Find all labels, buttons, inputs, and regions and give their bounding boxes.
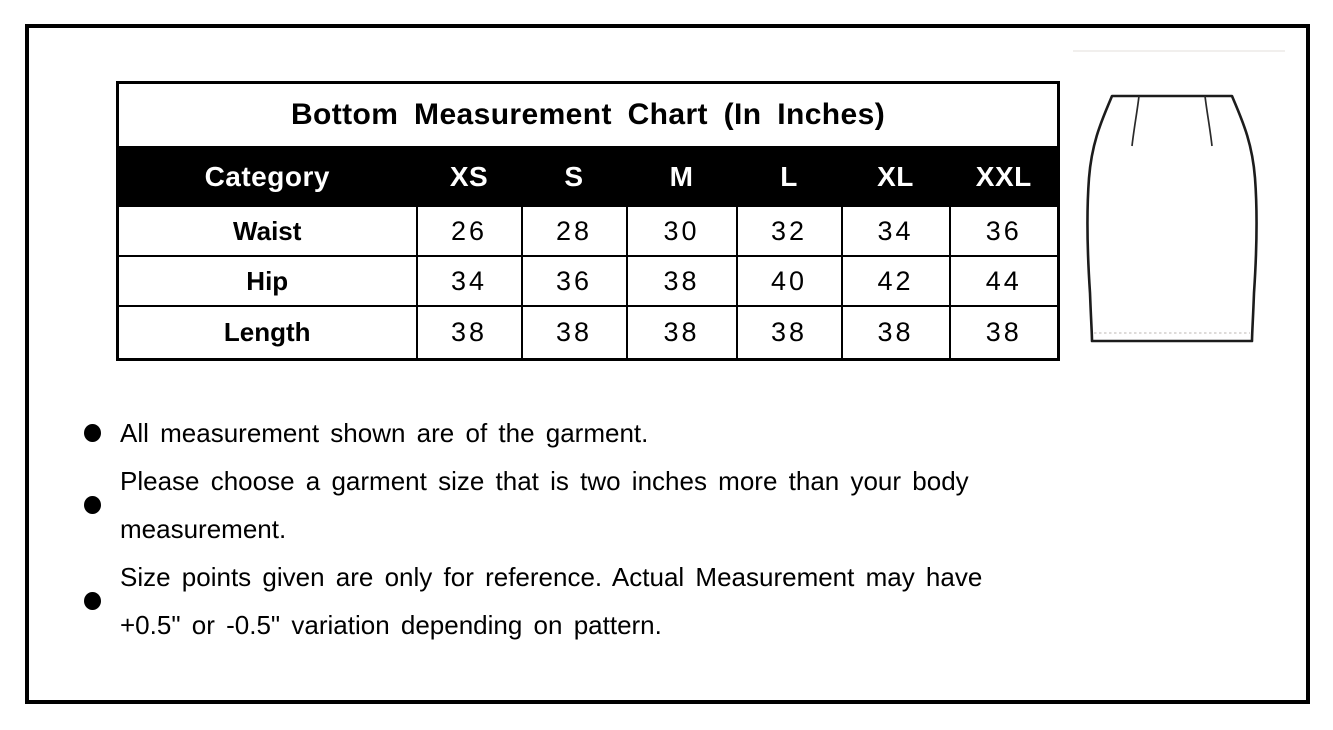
faint-photo-edge-line <box>1073 50 1285 52</box>
table-row-hip: Hip 34 36 38 40 42 44 <box>116 255 1060 307</box>
measurement-cell: 38 <box>948 305 1060 361</box>
measurement-cell: 28 <box>520 205 628 257</box>
measurement-cell: 34 <box>840 205 951 257</box>
note-line: measurement. <box>120 514 287 544</box>
measurement-cell: 30 <box>625 205 738 257</box>
header-cell-xs: XS <box>415 146 523 207</box>
row-label-hip: Hip <box>116 255 418 307</box>
measurement-cell: 38 <box>415 305 523 361</box>
header-cell-m: M <box>625 146 738 207</box>
header-cell-xxl: XXL <box>948 146 1060 207</box>
skirt-left-dart <box>1131 95 1140 147</box>
pencil-skirt-illustration <box>1086 94 1258 343</box>
skirt-outline <box>1086 94 1258 343</box>
row-label-length: Length <box>116 305 418 361</box>
measurement-cell: 32 <box>735 205 843 257</box>
measurement-cell: 38 <box>625 255 738 307</box>
header-cell-category: Category <box>116 146 418 207</box>
measurement-cell: 36 <box>948 205 1060 257</box>
skirt-right-dart <box>1204 95 1213 147</box>
bullet-dot <box>84 424 101 442</box>
measurement-cell: 38 <box>735 305 843 361</box>
note-item: Size points given are only for reference… <box>84 553 1094 649</box>
measurement-cell: 34 <box>415 255 523 307</box>
header-cell-xl: XL <box>840 146 951 207</box>
measurement-cell: 44 <box>948 255 1060 307</box>
header-cell-l: L <box>735 146 843 207</box>
header-cell-s: S <box>520 146 628 207</box>
measurement-table: Bottom Measurement Chart (In Inches) Cat… <box>116 81 1061 361</box>
measurement-cell: 38 <box>520 305 628 361</box>
table-title: Bottom Measurement Chart (In Inches) <box>116 81 1060 148</box>
table-header-row: Category XS S M L XL XXL <box>116 146 1060 207</box>
measurement-cell: 26 <box>415 205 523 257</box>
measurement-cell: 40 <box>735 255 843 307</box>
table-row-length: Length 38 38 38 38 38 38 <box>116 305 1060 361</box>
row-label-waist: Waist <box>116 205 418 257</box>
note-line: Size points given are only for reference… <box>120 562 983 592</box>
notes-section: All measurement shown are of the garment… <box>84 409 1094 649</box>
measurement-cell: 38 <box>840 305 951 361</box>
note-item: All measurement shown are of the garment… <box>84 409 1094 457</box>
note-line: +0.5" or -0.5" variation depending on pa… <box>120 610 662 640</box>
bullet-dot <box>84 592 101 610</box>
measurement-cell: 38 <box>625 305 738 361</box>
bullet-dot <box>84 496 101 514</box>
table-row-waist: Waist 26 28 30 32 34 36 <box>116 205 1060 257</box>
note-line: All measurement shown are of the garment… <box>120 418 649 448</box>
table-title-row: Bottom Measurement Chart (In Inches) <box>116 81 1060 148</box>
measurement-cell: 42 <box>840 255 951 307</box>
note-item: Please choose a garment size that is two… <box>84 457 1094 553</box>
measurement-cell: 36 <box>520 255 628 307</box>
note-line: Please choose a garment size that is two… <box>120 466 969 496</box>
